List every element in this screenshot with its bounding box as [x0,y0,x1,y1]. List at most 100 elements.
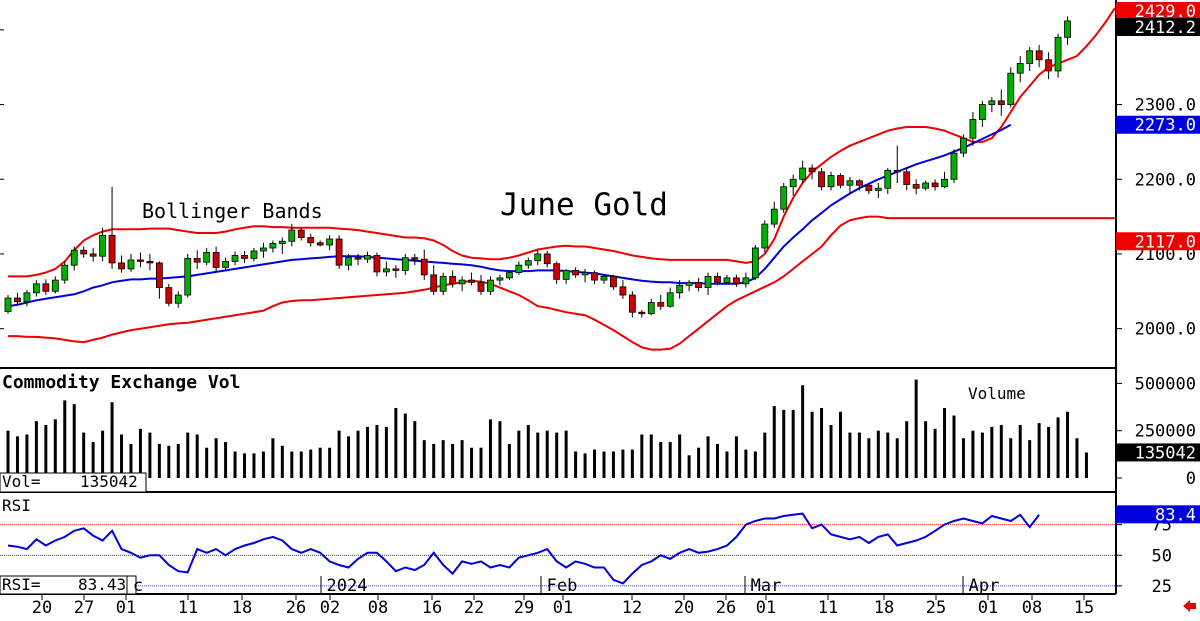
volume-bar [243,453,246,478]
candle-body [146,261,154,264]
candle [99,227,106,262]
candle-body [108,234,116,264]
candle [477,274,485,296]
volume-bar [801,385,805,478]
price-badge-bg [1116,115,1200,134]
volume-bar [403,413,407,478]
candle-body [638,311,646,315]
candle-body [761,223,769,249]
x-day-label: 16 [422,598,442,617]
price-tick-label: 2300.0 [1135,96,1196,116]
panel-frames [0,0,1117,595]
candle [931,179,939,191]
x-day-label: 11 [818,598,838,617]
volume-bar [744,449,748,478]
volume-readout-value: 135042 [80,472,138,491]
volume-bar [914,379,918,478]
volume-bar [72,404,76,478]
candle [288,224,296,247]
x-day-label: 18 [232,598,252,617]
volume-bar [980,432,984,478]
chart-title: June Gold [500,187,668,223]
volume-bar [470,447,474,478]
candle-body [685,281,693,286]
rsi-readout-value: 83.43 [78,575,126,594]
candle [912,179,920,195]
volume-bar [507,443,511,478]
volume-bars [6,379,1088,478]
volume-bar [233,451,237,478]
candle [856,179,863,191]
candle [278,237,286,254]
volume-bar [1047,426,1051,478]
candle [638,309,646,318]
candle-body [657,302,665,307]
candle-body [373,255,381,273]
candle [714,272,721,286]
volume-bar [205,447,209,478]
candle-body [430,274,438,292]
x-day-label: 26 [716,598,736,617]
candle-body [468,279,475,283]
volume-bar [441,440,445,478]
candle-body [581,272,589,276]
volume-bar [857,432,861,478]
x-month-label: 2024 [327,576,368,596]
candle [70,246,78,271]
x-day-label: 01 [978,598,998,617]
price-badge: 2429.0 [1116,2,1200,22]
scroll-right-arrow-icon[interactable] [1183,600,1196,612]
candle [704,272,712,296]
candle [647,298,655,316]
volume-bar [678,434,682,478]
volume-bar [706,436,710,478]
volume-bar [347,436,351,478]
volume-bar [838,411,842,478]
volume-bar [224,442,228,478]
bollinger-lower-band [8,215,1115,351]
candle-body [326,238,334,246]
candle [354,253,362,266]
candle-body [922,182,930,189]
volume-bar [687,455,691,478]
candle [32,280,40,297]
candle [449,270,457,288]
volume-bar [961,438,965,478]
candle-body [420,258,428,276]
x-day-label: 20 [674,598,694,617]
candle [174,291,182,308]
volume-bar [1009,438,1013,478]
candle-body [439,275,447,292]
candle-body [704,275,712,288]
candle-body [742,277,750,285]
candle-body [401,257,409,271]
candle-body [610,275,617,288]
candle-body [496,277,504,281]
volume-panel: Commodity Exchange Vol Volume 500000 2500… [0,372,1200,493]
candle-body [846,180,854,186]
x-month-label: Mar [751,576,782,596]
rsi-tick-label: 50 [1152,546,1172,566]
price-badge-label: 2273.0 [1135,116,1196,136]
volume-bar [25,434,29,478]
candle-body [241,255,248,259]
volume-bar [356,430,360,478]
volume-bar [867,438,871,478]
candle [297,227,305,241]
candle [799,160,807,183]
volume-bar [564,430,568,478]
candle-body [1045,59,1052,72]
price-badge: 2117.0 [1116,232,1200,252]
volume-bar [810,411,814,478]
candle [534,250,542,266]
candle-body [269,243,277,249]
candle [666,287,674,308]
volume-bar [999,425,1003,478]
candle-body [950,152,958,180]
candle [922,180,930,191]
candle [997,89,1005,116]
rsi-badge-label: 83.4 [1155,505,1196,525]
candle [591,270,598,284]
price-badge-bg [1116,18,1200,36]
volume-bar [167,445,171,478]
